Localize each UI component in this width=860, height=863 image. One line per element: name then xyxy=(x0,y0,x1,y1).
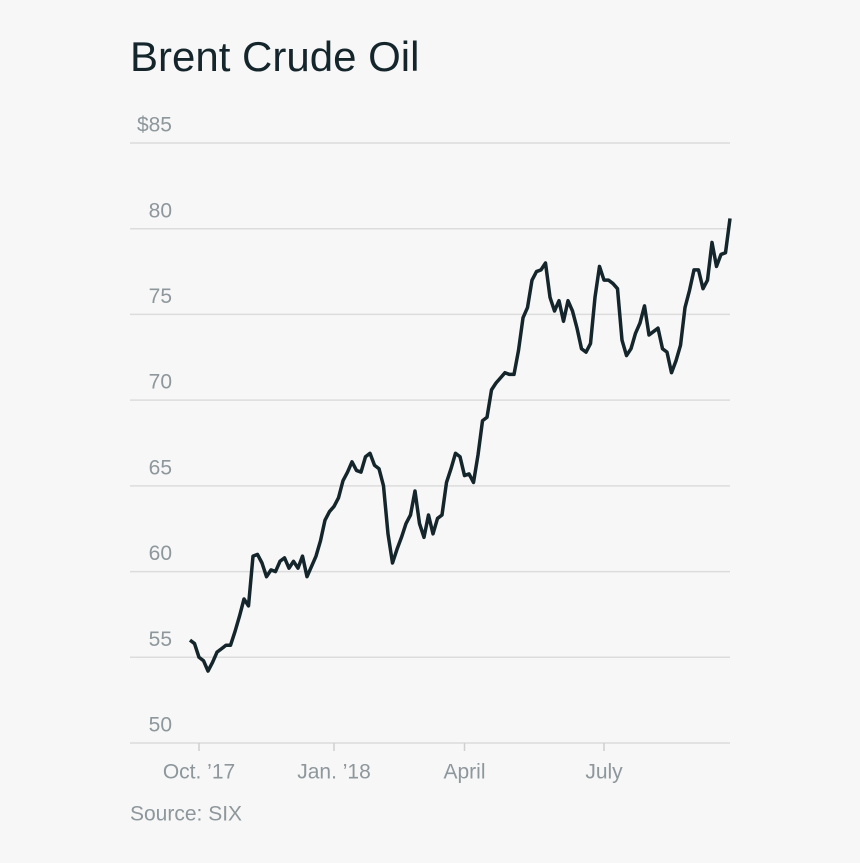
x-tick-label: July xyxy=(585,761,623,784)
x-tick-label: Jan. ’18 xyxy=(297,761,371,784)
y-tick-label: 55 xyxy=(149,628,172,651)
x-tick-label: Oct. ’17 xyxy=(163,761,235,784)
y-tick-label: 80 xyxy=(149,199,172,222)
y-tick-label: 65 xyxy=(149,456,172,479)
chart-title: Brent Crude Oil xyxy=(130,33,419,80)
x-tick-label: April xyxy=(443,761,485,784)
price-line xyxy=(188,218,732,673)
y-tick-label: 60 xyxy=(149,542,172,565)
source-note: Source: SIX xyxy=(130,803,242,826)
y-tick-label: 50 xyxy=(149,714,172,737)
y-tick-label: 75 xyxy=(149,285,172,308)
y-tick-label: $85 xyxy=(137,114,172,137)
y-tick-label: 70 xyxy=(149,371,172,394)
